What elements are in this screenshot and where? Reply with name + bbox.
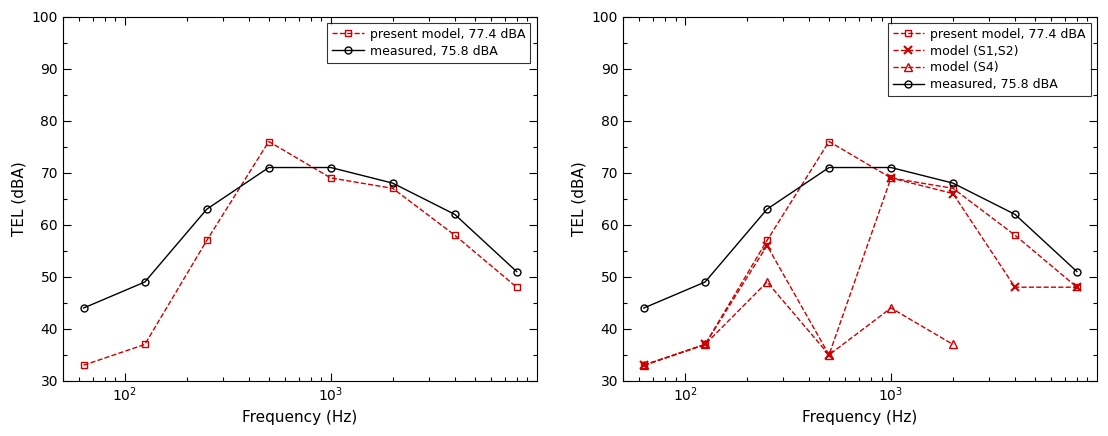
model (S4) xyxy=(822,352,835,358)
Line: present model, 77.4 dBA: present model, 77.4 dBA xyxy=(640,138,1080,369)
Line: measured, 75.8 dBA: measured, 75.8 dBA xyxy=(80,164,520,311)
measured, 75.8 dBA xyxy=(760,207,773,212)
present model, 77.4 dBA xyxy=(76,363,90,368)
model (S4) xyxy=(884,305,897,310)
measured, 75.8 dBA xyxy=(1008,212,1022,217)
present model, 77.4 dBA xyxy=(138,342,152,347)
present model, 77.4 dBA xyxy=(946,186,960,191)
Line: model (S4): model (S4) xyxy=(639,278,957,369)
model (S4) xyxy=(637,363,650,368)
Y-axis label: TEL (dBA): TEL (dBA) xyxy=(11,161,27,236)
model (S1,S2) xyxy=(884,175,897,181)
measured, 75.8 dBA xyxy=(263,165,276,170)
present model, 77.4 dBA xyxy=(386,186,399,191)
model (S1,S2) xyxy=(946,191,960,196)
Line: model (S1,S2): model (S1,S2) xyxy=(639,174,1081,369)
present model, 77.4 dBA xyxy=(448,232,461,238)
measured, 75.8 dBA xyxy=(448,212,461,217)
model (S1,S2) xyxy=(637,363,650,368)
measured, 75.8 dBA xyxy=(386,181,399,186)
present model, 77.4 dBA xyxy=(201,238,214,243)
model (S1,S2) xyxy=(698,342,711,347)
present model, 77.4 dBA xyxy=(698,342,711,347)
Line: present model, 77.4 dBA: present model, 77.4 dBA xyxy=(80,138,520,369)
measured, 75.8 dBA xyxy=(822,165,835,170)
model (S4) xyxy=(760,279,773,285)
present model, 77.4 dBA xyxy=(760,238,773,243)
model (S1,S2) xyxy=(822,352,835,358)
present model, 77.4 dBA xyxy=(637,363,650,368)
Line: measured, 75.8 dBA: measured, 75.8 dBA xyxy=(640,164,1080,311)
measured, 75.8 dBA xyxy=(637,305,650,310)
present model, 77.4 dBA xyxy=(822,139,835,144)
measured, 75.8 dBA xyxy=(201,207,214,212)
present model, 77.4 dBA xyxy=(325,175,338,181)
present model, 77.4 dBA xyxy=(1008,232,1022,238)
Legend: present model, 77.4 dBA, model (S1,S2), model (S4), measured, 75.8 dBA: present model, 77.4 dBA, model (S1,S2), … xyxy=(888,23,1090,96)
measured, 75.8 dBA xyxy=(884,165,897,170)
present model, 77.4 dBA xyxy=(1070,285,1084,290)
present model, 77.4 dBA xyxy=(884,175,897,181)
measured, 75.8 dBA xyxy=(76,305,90,310)
present model, 77.4 dBA xyxy=(263,139,276,144)
model (S1,S2) xyxy=(1008,285,1022,290)
measured, 75.8 dBA xyxy=(325,165,338,170)
measured, 75.8 dBA xyxy=(698,279,711,285)
measured, 75.8 dBA xyxy=(946,181,960,186)
measured, 75.8 dBA xyxy=(1070,269,1084,274)
model (S1,S2) xyxy=(760,243,773,248)
measured, 75.8 dBA xyxy=(510,269,523,274)
Y-axis label: TEL (dBA): TEL (dBA) xyxy=(572,161,586,236)
present model, 77.4 dBA xyxy=(510,285,523,290)
model (S1,S2) xyxy=(1070,285,1084,290)
X-axis label: Frequency (Hz): Frequency (Hz) xyxy=(802,410,917,425)
measured, 75.8 dBA xyxy=(138,279,152,285)
model (S4) xyxy=(698,342,711,347)
model (S4) xyxy=(946,342,960,347)
Legend: present model, 77.4 dBA, measured, 75.8 dBA: present model, 77.4 dBA, measured, 75.8 … xyxy=(327,23,531,63)
X-axis label: Frequency (Hz): Frequency (Hz) xyxy=(243,410,358,425)
